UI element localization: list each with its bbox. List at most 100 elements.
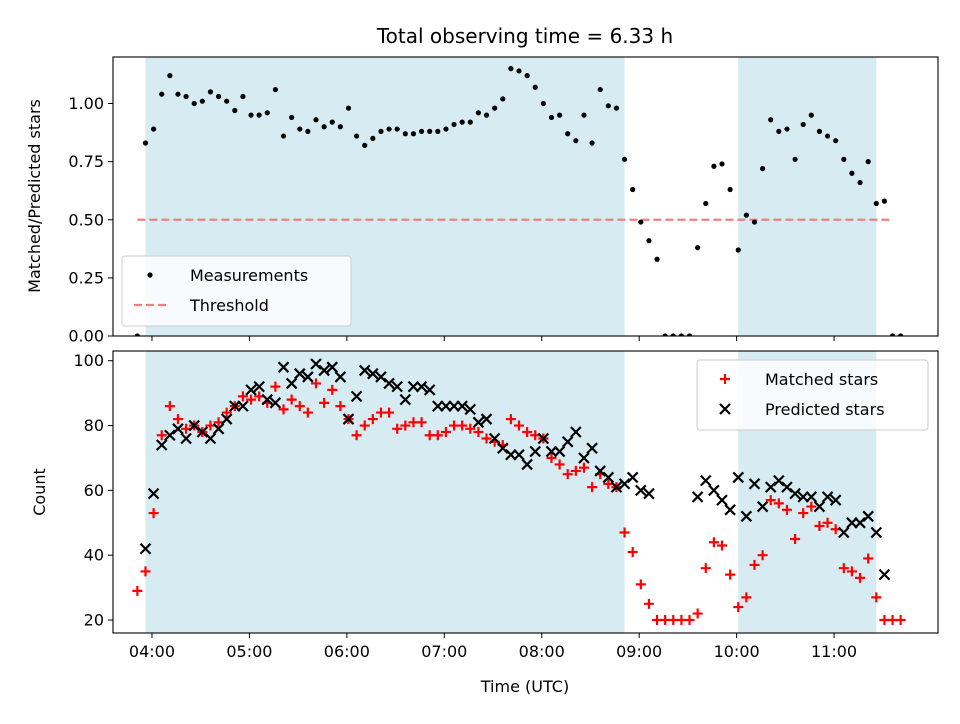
observing-window bbox=[738, 57, 877, 336]
measurement-point bbox=[451, 121, 457, 128]
measurement-point bbox=[147, 272, 153, 278]
matched-stars-point bbox=[822, 517, 833, 528]
matched-stars-point bbox=[846, 566, 857, 577]
y-tick-label: 0.00 bbox=[68, 327, 104, 346]
matched-stars-point bbox=[798, 508, 809, 519]
measurement-point bbox=[215, 93, 222, 100]
predicted-stars-point bbox=[220, 413, 233, 425]
measurement-point bbox=[889, 333, 896, 336]
matched-stars-point bbox=[741, 592, 752, 603]
measurement-point bbox=[378, 128, 384, 134]
measurement-point bbox=[386, 126, 392, 132]
measurement-point bbox=[833, 138, 839, 144]
predicted-stars-point bbox=[570, 426, 582, 438]
measurement-point bbox=[589, 140, 595, 146]
x-tick-label: 09:00 bbox=[616, 642, 662, 661]
predicted-stars-point bbox=[196, 426, 209, 438]
predicted-stars-point bbox=[829, 494, 842, 506]
predicted-stars-point bbox=[719, 403, 731, 415]
predicted-stars-point bbox=[302, 371, 314, 383]
measurement-point bbox=[800, 121, 806, 128]
predicted-stars-point bbox=[740, 510, 753, 523]
predicted-stars-point bbox=[781, 481, 793, 493]
matched-stars-point bbox=[635, 579, 646, 590]
legend: Matched stars Predicted stars bbox=[696, 359, 929, 431]
predicted-stars-point bbox=[821, 491, 834, 503]
measurement-point bbox=[776, 128, 782, 134]
matched-stars-point bbox=[692, 608, 703, 619]
measurement-point bbox=[297, 126, 303, 132]
measurement-point bbox=[565, 131, 571, 137]
predicted-stars-point bbox=[610, 481, 623, 493]
y-tick-label: 20 bbox=[84, 611, 104, 630]
predicted-stars-point bbox=[204, 432, 217, 445]
top-panel: 0.00 0.25 0.50 0.75 1.00 Measurements Threshol… bbox=[68, 56, 939, 346]
predicted-stars-point bbox=[245, 384, 257, 396]
predicted-stars-point bbox=[212, 423, 225, 435]
predicted-stars-point bbox=[147, 487, 160, 500]
predicted-stars-point bbox=[789, 487, 801, 500]
measurement-point bbox=[272, 86, 279, 93]
y-tick-label: 100 bbox=[73, 351, 104, 370]
measurement-point bbox=[857, 179, 863, 186]
matched-stars-point bbox=[790, 534, 801, 544]
measurement-point bbox=[670, 333, 676, 336]
predicted-stars-point bbox=[618, 478, 631, 490]
matched-stars-point bbox=[570, 465, 581, 476]
x-tick-label: 08:00 bbox=[519, 642, 565, 661]
predicted-stars-point bbox=[805, 491, 818, 503]
measurement-point bbox=[370, 135, 376, 141]
measurement-point bbox=[167, 73, 173, 79]
measurement-point bbox=[345, 105, 352, 111]
measurement-point bbox=[711, 163, 717, 169]
measurement-point bbox=[573, 138, 579, 144]
matched-stars-point bbox=[294, 401, 305, 412]
measurement-point bbox=[768, 117, 774, 123]
measurement-point bbox=[418, 128, 425, 134]
measurement-point bbox=[475, 110, 482, 116]
matched-stars-point bbox=[765, 495, 776, 506]
matched-stars-point bbox=[619, 527, 630, 538]
measurement-point bbox=[638, 219, 644, 225]
predicted-stars-point bbox=[521, 458, 533, 471]
matched-stars-point bbox=[367, 414, 378, 425]
matched-stars-point bbox=[432, 430, 443, 441]
matched-stars-point bbox=[757, 550, 768, 561]
x-tick-label: 04:00 bbox=[129, 642, 175, 661]
x-tick-label: 07:00 bbox=[421, 642, 467, 661]
matched-stars-point bbox=[473, 427, 484, 438]
predicted-stars-point bbox=[350, 390, 363, 403]
predicted-stars-point bbox=[375, 371, 387, 383]
measurement-point bbox=[362, 142, 368, 148]
predicted-stars-point bbox=[480, 413, 493, 425]
measurement-point bbox=[695, 245, 701, 251]
predicted-stars-point bbox=[529, 445, 542, 458]
measurement-point bbox=[191, 100, 197, 107]
predicted-stars-point bbox=[773, 474, 785, 487]
predicted-stars-point bbox=[513, 448, 525, 461]
measurement-point bbox=[508, 66, 514, 72]
measurement-point bbox=[354, 133, 360, 139]
x-axis-label: Time (UTC) bbox=[480, 677, 569, 696]
x-tick-label: 06:00 bbox=[324, 642, 370, 661]
y-tick-label: 0.50 bbox=[68, 210, 104, 229]
matched-stars-point bbox=[172, 414, 183, 425]
predicted-stars-point bbox=[635, 484, 647, 497]
measurement-point bbox=[751, 219, 758, 225]
legend-box bbox=[121, 255, 352, 327]
matched-stars-point bbox=[384, 407, 395, 418]
measurement-point bbox=[735, 247, 741, 253]
predicted-stars-point bbox=[586, 442, 598, 455]
y-tick-label: 1.00 bbox=[68, 94, 104, 113]
matched-stars-point bbox=[554, 459, 565, 470]
predicted-stars-point bbox=[310, 358, 322, 370]
matched-stars-point bbox=[319, 397, 330, 408]
measurement-point bbox=[621, 156, 628, 162]
measurement-point bbox=[207, 89, 214, 95]
measurement-point bbox=[256, 112, 262, 118]
matched-stars-point bbox=[725, 569, 736, 580]
predicted-stars-point bbox=[862, 510, 874, 523]
matched-stars-point bbox=[863, 553, 874, 564]
